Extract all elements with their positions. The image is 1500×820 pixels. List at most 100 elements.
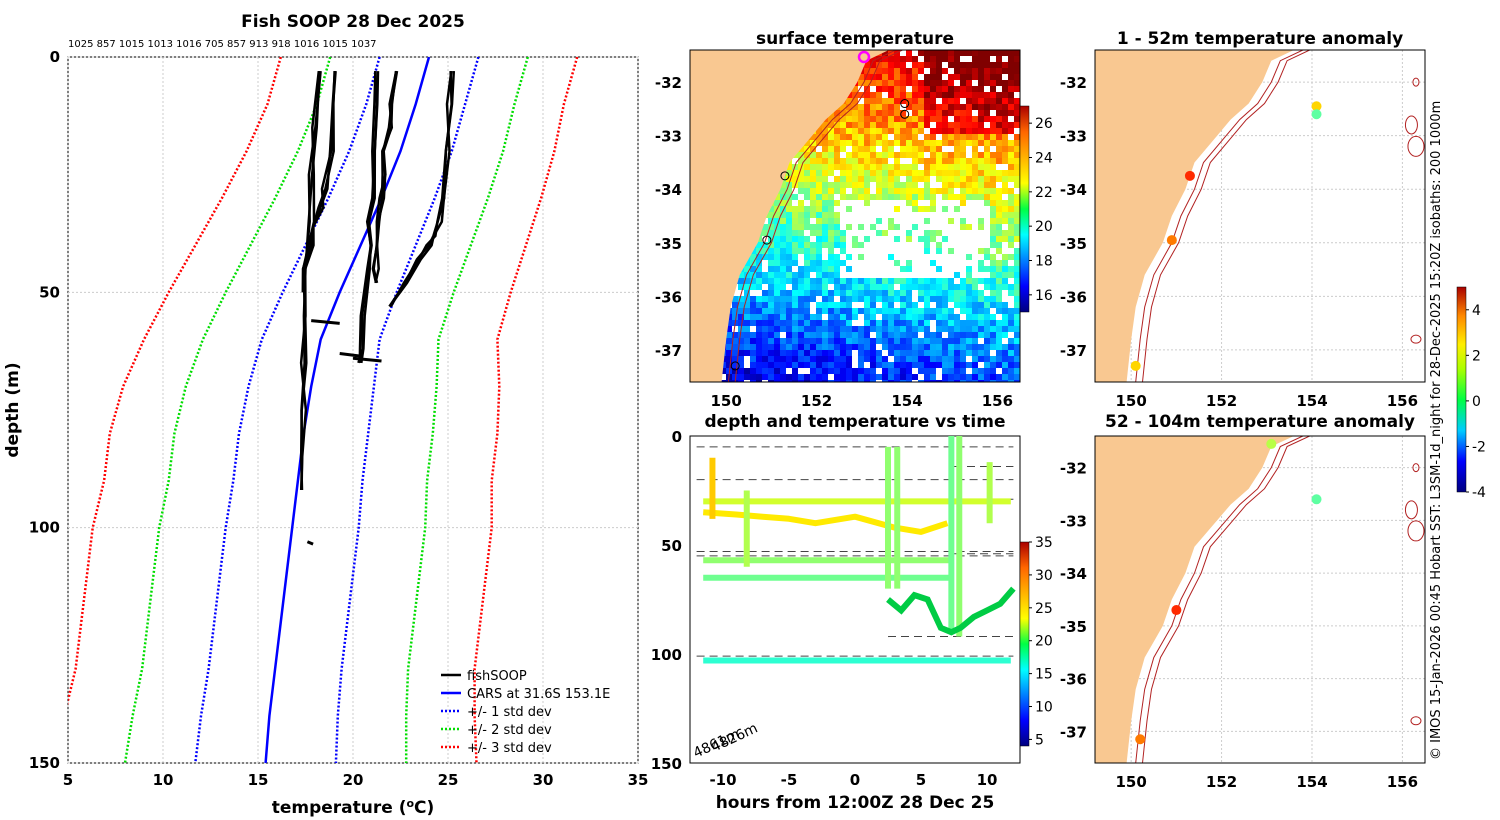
sst-cell [882, 296, 888, 302]
sst-cell [966, 170, 972, 176]
sst-cell [738, 332, 744, 338]
sst-cell [846, 278, 852, 284]
sst-land [690, 50, 889, 382]
sst-cell [960, 104, 966, 110]
sst-cell [954, 122, 960, 128]
sst-cell [822, 182, 828, 188]
sst-cell [804, 170, 810, 176]
sst-cell [966, 254, 972, 260]
sst-cell [804, 350, 810, 356]
sst-cell [960, 122, 966, 128]
sst-cell [972, 170, 978, 176]
sst-cell [978, 308, 984, 314]
sst-cell [912, 134, 918, 140]
sst-cell [732, 314, 738, 320]
sst-cell [888, 320, 894, 326]
sst-cell [918, 68, 924, 74]
sst-cell [792, 332, 798, 338]
sst-cell [1014, 86, 1020, 92]
time-ytick: 0 [672, 428, 682, 446]
sst-cell [948, 170, 954, 176]
sst-cell [894, 128, 900, 134]
sst-cell [936, 296, 942, 302]
sst-cell [972, 146, 978, 152]
sst-cell [936, 278, 942, 284]
sst-cell [834, 368, 840, 374]
sst-cell [936, 50, 942, 56]
sst-cell [900, 74, 906, 80]
sst-cell [870, 302, 876, 308]
sst-cell [756, 374, 762, 380]
sst-cell [930, 158, 936, 164]
sst-cell [864, 164, 870, 170]
sst-cell [990, 368, 996, 374]
sst-cell [756, 302, 762, 308]
sst-cell [882, 326, 888, 332]
sst-cell [924, 296, 930, 302]
sst-cell [972, 356, 978, 362]
sst-cell [840, 188, 846, 194]
sst-cell [780, 302, 786, 308]
sst-cell [768, 380, 774, 382]
sst-cell [792, 278, 798, 284]
sst-cell [810, 242, 816, 248]
sst-cell [816, 260, 822, 266]
sst-cell [966, 284, 972, 290]
sst-cell [936, 320, 942, 326]
sst-cell [930, 152, 936, 158]
sst-cell [804, 278, 810, 284]
sst-cell [798, 152, 804, 158]
sst-cell [1002, 266, 1008, 272]
sst-cell [906, 326, 912, 332]
sst-cell [966, 182, 972, 188]
sst-cell [786, 296, 792, 302]
sst-cell [960, 296, 966, 302]
sst-cell [810, 368, 816, 374]
sst-cell [798, 230, 804, 236]
sst-cell [768, 356, 774, 362]
sst-cell [786, 362, 792, 368]
sst-cell [954, 104, 960, 110]
sst-cell [906, 356, 912, 362]
sst-cell [954, 332, 960, 338]
sst-cell [798, 344, 804, 350]
sst-cell [978, 248, 984, 254]
sst-cell [960, 326, 966, 332]
sst-isobath-1000 [734, 50, 903, 382]
sst-cell [870, 368, 876, 374]
sst-cell [960, 170, 966, 176]
sst-cell [894, 152, 900, 158]
map-island [1404, 115, 1418, 135]
sst-cell [918, 368, 924, 374]
sst-cell [942, 206, 948, 212]
sst-cell [930, 50, 936, 56]
sst-cell [756, 350, 762, 356]
sst-cell [726, 320, 732, 326]
sst-cell [846, 134, 852, 140]
sst-cell [990, 356, 996, 362]
sst-cell [900, 140, 906, 146]
anomaly-upper-points [1130, 101, 1322, 371]
sst-cell [924, 284, 930, 290]
sst-cell [906, 56, 912, 62]
sst-cell [840, 236, 846, 242]
sst-cell [924, 368, 930, 374]
sst-cell [1002, 200, 1008, 206]
sst-cell [948, 50, 954, 56]
sst-cell [744, 332, 750, 338]
sst-cell [786, 194, 792, 200]
sst-cell [816, 242, 822, 248]
sst-cell [780, 188, 786, 194]
colorbar-tick: 24 [1035, 151, 1053, 167]
sst-cell [894, 164, 900, 170]
sst-cell [966, 104, 972, 110]
sst-cell [936, 170, 942, 176]
sst-cell [1014, 266, 1020, 272]
sst-cell [1008, 314, 1014, 320]
sst-cell [822, 344, 828, 350]
sst-cell [888, 176, 894, 182]
sst-cell [852, 188, 858, 194]
sst-cell [984, 356, 990, 362]
sst-cell [996, 380, 1002, 382]
profile-ytick: 0 [50, 48, 60, 66]
